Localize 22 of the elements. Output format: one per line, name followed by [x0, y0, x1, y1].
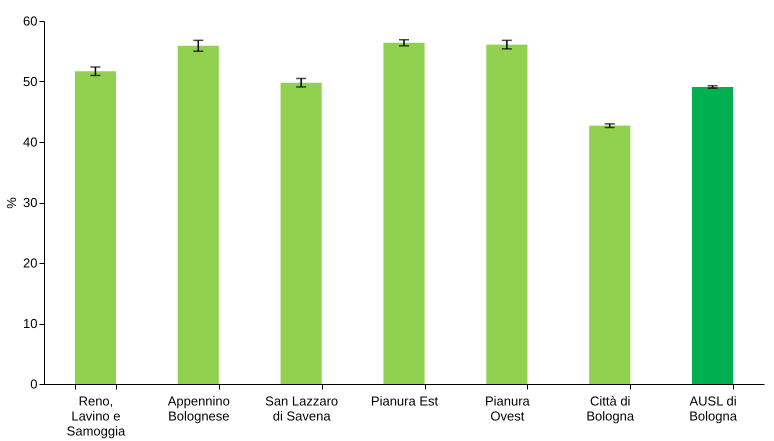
y-tick-label: 10: [23, 316, 38, 331]
bar: [74, 71, 116, 384]
x-tick-label: Reno, Lavino e Samoggia: [66, 394, 126, 438]
y-tick-label: 40: [23, 134, 38, 150]
y-tick-label: 30: [23, 195, 38, 210]
bar: [280, 82, 322, 384]
x-tick-label: San Lazzaro di Savena: [265, 394, 338, 424]
y-axis-title: %: [4, 196, 20, 209]
x-tick-label: Appennino Bolognese: [168, 394, 230, 424]
bar: [692, 86, 734, 384]
y-tick-label: 0: [30, 376, 38, 392]
x-tick-label: Pianura Est: [370, 394, 438, 408]
y-tick-label: 60: [23, 14, 38, 28]
x-tick-label: Pianura Ovest: [484, 394, 531, 424]
x-tick-label: Città di Bologna: [586, 394, 635, 424]
bar: [486, 44, 528, 384]
y-tick-label: 20: [23, 256, 38, 270]
y-tick-label: 50: [23, 74, 38, 89]
bar: [589, 126, 630, 384]
bar: [178, 46, 219, 384]
bar: [383, 42, 425, 384]
x-tick-label: AUSL di Bologna: [689, 394, 738, 424]
